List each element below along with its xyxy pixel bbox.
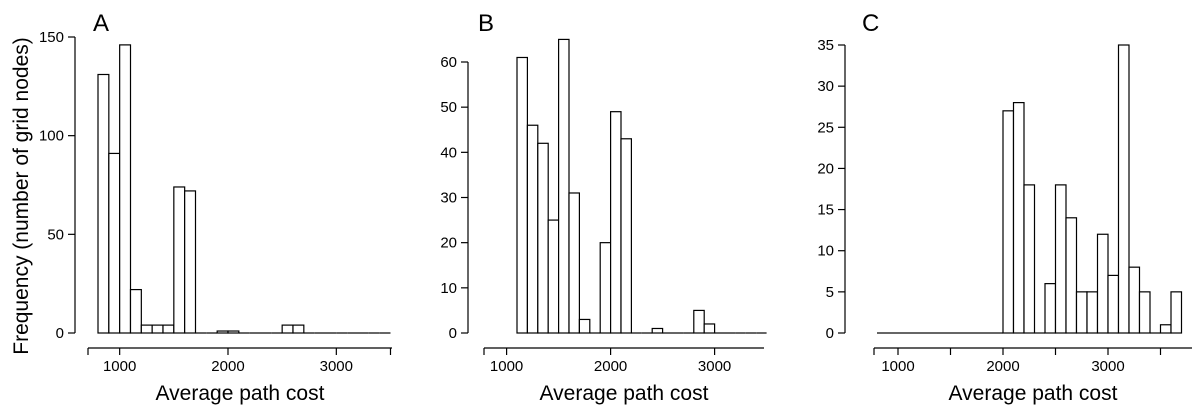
histogram-bar	[162, 324, 175, 334]
histogram-bar	[1128, 266, 1141, 334]
histogram-bar	[227, 330, 240, 334]
histogram-bar	[129, 288, 142, 334]
histogram-bar	[108, 152, 121, 334]
histogram-bar	[292, 324, 305, 334]
y-tick-label: 60	[440, 54, 457, 71]
histogram-bar	[599, 242, 612, 334]
histogram-bar	[1023, 184, 1036, 334]
x-tick-label: 3000	[320, 358, 353, 375]
histogram-bar	[140, 324, 153, 334]
histogram-bar	[1086, 291, 1099, 334]
x-tick-label: 2000	[986, 358, 1019, 375]
histogram-bar	[620, 138, 632, 334]
y-tick-label: 15	[817, 202, 834, 219]
x-tick-label: 1000	[490, 358, 523, 375]
histogram-bar	[1159, 324, 1172, 334]
y-tick-label: 20	[817, 160, 834, 177]
y-tick-label: 35	[817, 37, 834, 54]
histogram-bar	[97, 73, 110, 334]
panel-A: A 0 50 100 150 1000 2000 3000 Average path cost	[39, 10, 392, 405]
histogram-bar	[1170, 291, 1183, 334]
panel-letter: B	[478, 10, 494, 37]
histogram-bar	[1012, 101, 1025, 334]
x-tick-label: 1000	[103, 358, 136, 375]
histogram-bar	[1065, 217, 1078, 334]
x-tick-label: 2000	[594, 358, 627, 375]
histogram-bar	[557, 38, 570, 334]
histogram-bar	[693, 309, 705, 334]
histogram-bar	[703, 323, 716, 334]
y-tick-label: 50	[440, 99, 457, 116]
x-axis-title: Average path cost	[540, 382, 709, 405]
y-tick-label: 10	[817, 243, 834, 260]
y-tick-label: 0	[826, 325, 834, 342]
y-tick-label: 30	[440, 190, 457, 207]
histogram-bar	[526, 124, 539, 334]
histogram-bar	[184, 190, 197, 334]
y-tick-label: 30	[817, 78, 834, 95]
histogram-bar	[537, 142, 549, 334]
y-tick-label: 100	[39, 128, 64, 145]
panel-C: C 0 5 10 15 20 25 30 35 1000 2000 3000 Average path …	[817, 10, 1192, 405]
y-tick-label: 150	[39, 29, 64, 46]
x-tick-label: 2000	[211, 358, 244, 375]
y-tick-label: 10	[440, 280, 457, 297]
y-axis-title: Frequency (number of grid nodes)	[10, 37, 33, 355]
panel-letter: A	[93, 10, 109, 37]
panel-B: B 0 10 20 30 40 50 60 1000 2000 3000 Average path c…	[440, 10, 767, 405]
histogram-bar	[1138, 291, 1151, 334]
histogram-bar	[547, 219, 560, 334]
histogram-bar	[1096, 233, 1109, 334]
histogram-bar	[578, 318, 591, 334]
x-axis-title: Average path cost	[949, 382, 1118, 405]
histogram-bar	[1117, 44, 1130, 334]
histogram-bar	[651, 327, 664, 334]
histogram-bar	[1044, 283, 1057, 334]
x-tick-label: 1000	[881, 358, 914, 375]
x-tick-label: 3000	[698, 358, 731, 375]
panel-letter: C	[862, 10, 879, 37]
y-tick-label: 20	[440, 235, 457, 252]
histogram-bar	[1107, 274, 1120, 334]
histogram-bar	[609, 111, 622, 334]
y-tick-label: 50	[47, 226, 64, 243]
y-tick-label: 40	[440, 144, 457, 161]
histogram-bar	[151, 324, 164, 334]
y-tick-label: 25	[817, 119, 834, 136]
histogram-bar	[1002, 110, 1015, 334]
y-tick-label: 0	[56, 325, 64, 342]
x-tick-label: 3000	[1091, 358, 1124, 375]
y-tick-label: 0	[449, 325, 457, 342]
histogram-bar	[1054, 184, 1067, 334]
histogram-bar	[281, 324, 294, 334]
histogram-bar	[568, 192, 580, 334]
y-tick-label: 5	[826, 284, 834, 301]
histogram-bar	[173, 186, 186, 334]
x-axis-title: Average path cost	[156, 382, 325, 405]
histogram-bar	[1075, 291, 1088, 334]
histogram-bar	[516, 56, 528, 334]
histogram-bar	[119, 44, 132, 334]
histogram-bar	[216, 330, 229, 334]
